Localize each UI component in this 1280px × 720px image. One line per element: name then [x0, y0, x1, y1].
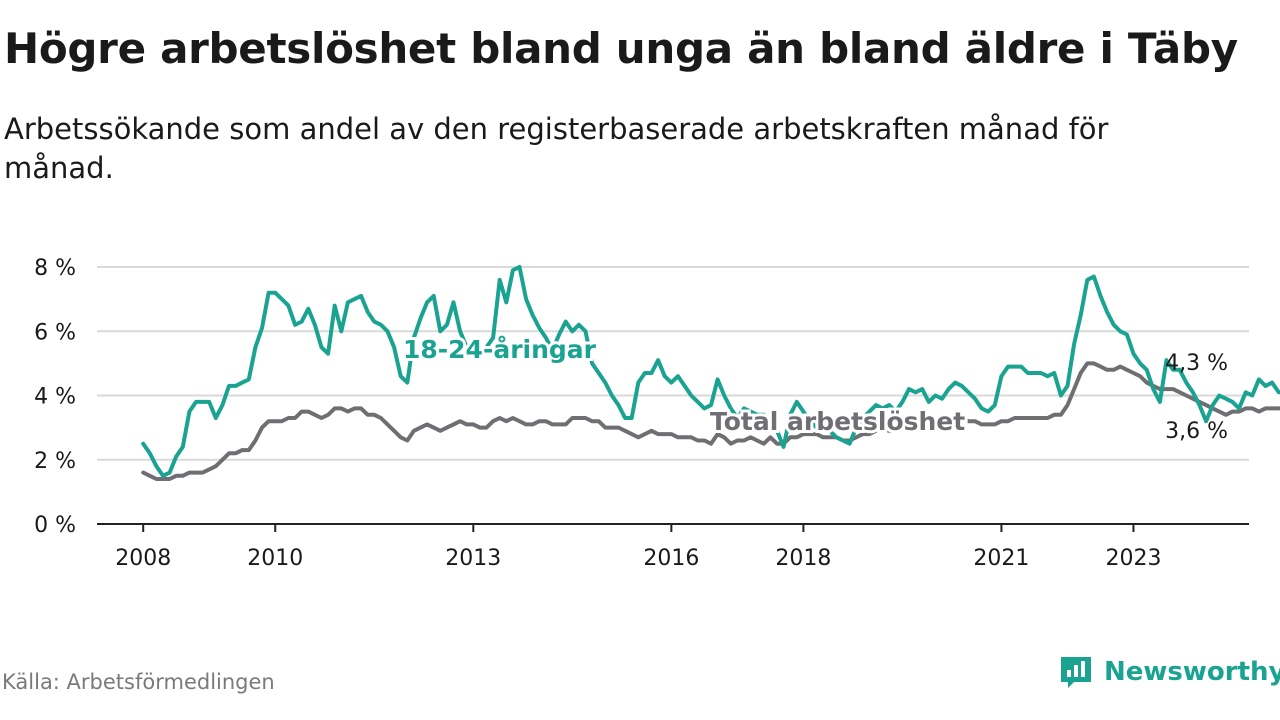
- brand-logo[interactable]: Newsworthy: [1058, 652, 1280, 692]
- x-tick-label: 2021: [973, 546, 1029, 571]
- x-tick-label: 2013: [445, 546, 501, 571]
- x-tick-label: 2016: [643, 546, 699, 571]
- series-lines: [141, 265, 1280, 481]
- series-label-youth: 18-24-åringar: [403, 335, 597, 364]
- page-title: Högre arbetslöshet bland unga än bland ä…: [4, 24, 1238, 73]
- series-line-youth: [141, 265, 1280, 478]
- series-labels: 18-24-åringar Total arbetslöshet 4,3 % 3…: [400, 332, 1228, 444]
- y-tick-label: 6 %: [34, 320, 76, 345]
- y-axis-ticks: 0 % 2 % 4 % 6 % 8 %: [34, 256, 76, 538]
- y-tick-label: 2 %: [34, 449, 76, 474]
- brand-name: Newsworthy: [1104, 657, 1280, 687]
- x-tick-label: 2023: [1105, 546, 1161, 571]
- x-tick-label: 2008: [115, 546, 171, 571]
- y-tick-label: 8 %: [34, 256, 76, 281]
- newsworthy-logo-icon: [1061, 657, 1091, 688]
- end-value-total: 3,6 %: [1165, 419, 1228, 444]
- y-tick-label: 0 %: [34, 513, 76, 538]
- page-subtitle: Arbetssökande som andel av den registerb…: [4, 112, 1109, 186]
- end-value-youth: 4,3 %: [1165, 351, 1228, 376]
- x-axis-ticks: 2008 2010 2013 2016 2018 2021 2023: [115, 524, 1161, 571]
- grid-lines: [97, 266, 1249, 461]
- source-note: Källa: Arbetsförmedlingen: [2, 670, 275, 694]
- y-tick-label: 4 %: [34, 385, 76, 410]
- x-tick-label: 2010: [247, 546, 303, 571]
- series-line-total: [141, 361, 1280, 481]
- series-label-total: Total arbetslöshet: [710, 407, 965, 436]
- x-tick-label: 2018: [775, 546, 831, 571]
